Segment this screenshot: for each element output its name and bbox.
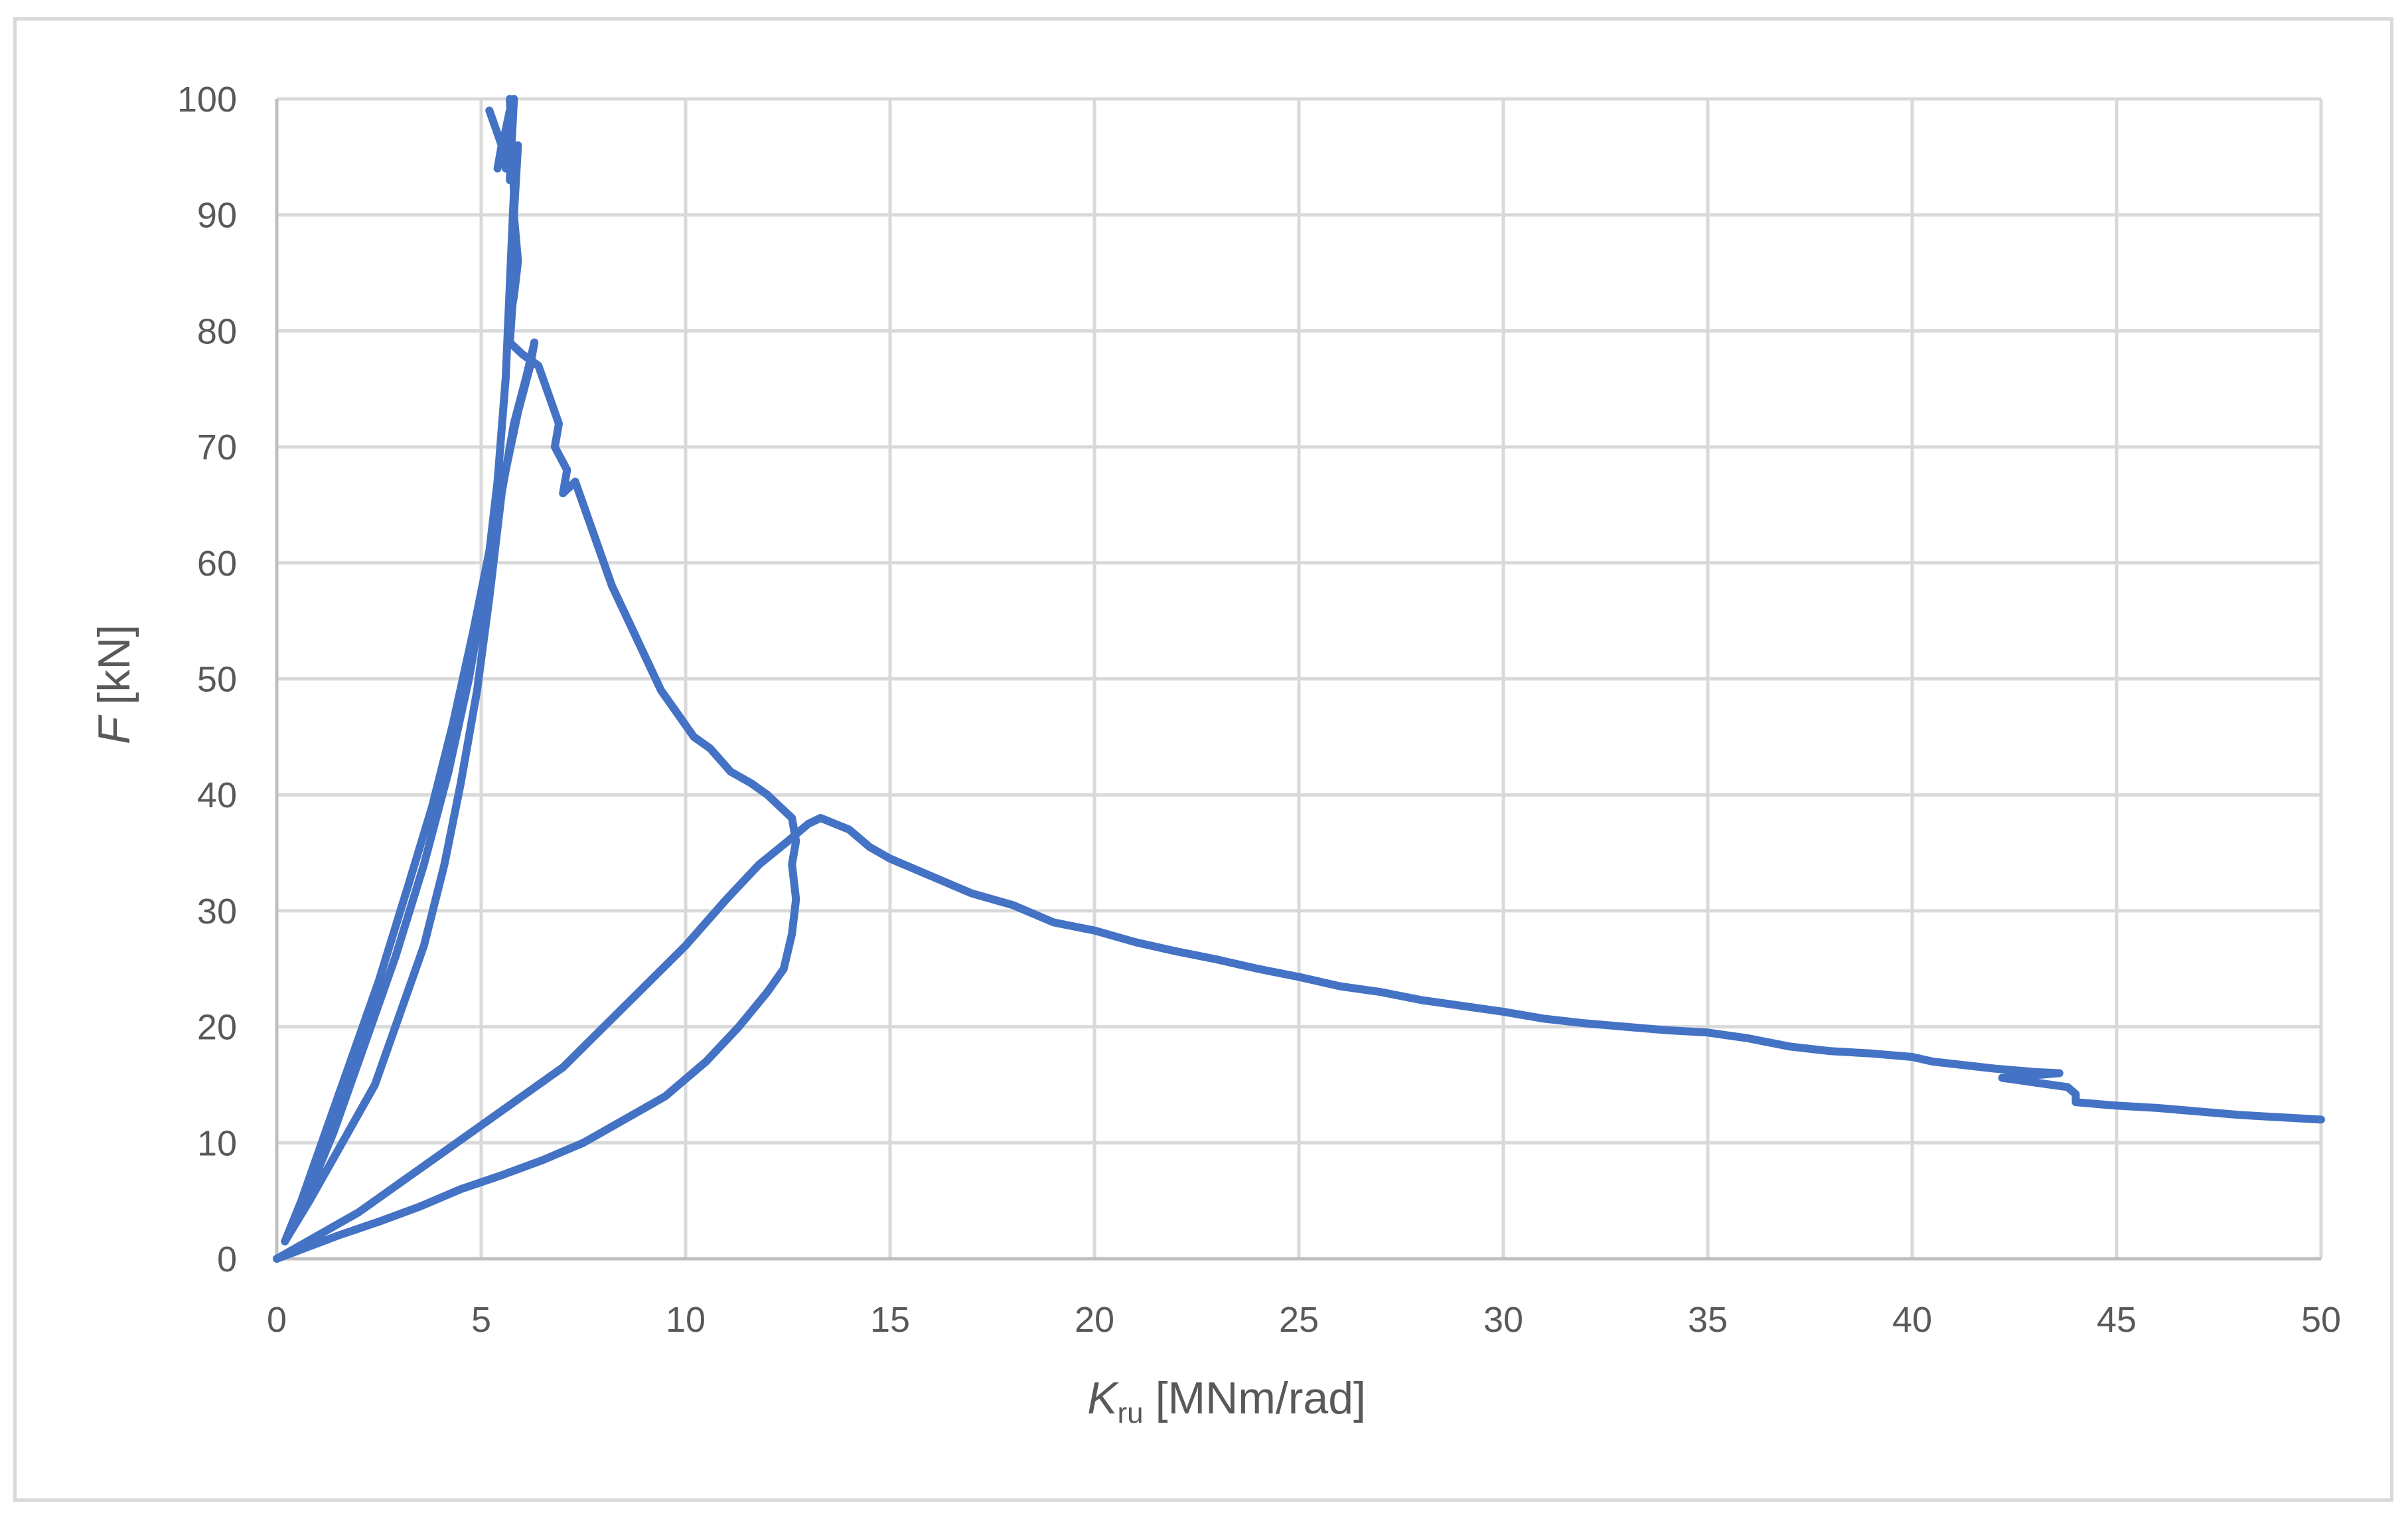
x-tick-label-1: 5 xyxy=(471,1300,491,1340)
y-tick-label-1: 10 xyxy=(197,1123,237,1163)
x-tick-label-2: 10 xyxy=(666,1300,706,1340)
x-tick-label-0: 0 xyxy=(267,1300,287,1340)
x-tick-label-5: 25 xyxy=(1279,1300,1319,1340)
x-axis-unit: [MNm/rad] xyxy=(1156,1373,1366,1423)
x-tick-label-7: 35 xyxy=(1688,1300,1728,1340)
x-tick-label-10: 50 xyxy=(2301,1300,2341,1340)
grid-lines xyxy=(277,97,2323,1259)
y-axis-symbol: F xyxy=(89,714,139,744)
x-tick-labels: 0 5 10 15 20 25 30 35 40 45 50 xyxy=(267,1300,2341,1340)
chart-frame: 0 5 10 15 20 25 30 35 40 45 50 0 10 20 30 40 50 60 70 80 90… xyxy=(13,17,2393,1502)
y-tick-label-10: 100 xyxy=(177,80,237,120)
x-axis-symbol: K xyxy=(1087,1373,1119,1423)
y-tick-label-0: 0 xyxy=(217,1239,237,1279)
x-tick-label-9: 45 xyxy=(2097,1300,2137,1340)
series-line-cycle-3-loading xyxy=(273,814,825,1263)
x-tick-label-8: 40 xyxy=(1892,1300,1932,1340)
y-axis-title: F [kN] xyxy=(89,625,139,744)
series-line-post-peak-softening xyxy=(816,814,2325,1124)
y-tick-label-6: 60 xyxy=(197,544,237,584)
x-tick-label-4: 20 xyxy=(1075,1300,1114,1340)
y-tick-label-9: 90 xyxy=(197,196,237,236)
chart-svg: 0 5 10 15 20 25 30 35 40 45 50 0 10 20 30 40 50 60 70 80 90… xyxy=(89,80,2341,1429)
y-tick-label-2: 20 xyxy=(197,1008,237,1048)
series-line-cycle-2-upper-branch xyxy=(273,95,800,1263)
y-axis-unit: [kN] xyxy=(89,625,139,705)
x-tick-label-6: 30 xyxy=(1483,1300,1523,1340)
y-tick-label-3: 30 xyxy=(197,892,237,931)
x-axis-subscript: ru xyxy=(1117,1397,1143,1429)
axes xyxy=(275,99,2321,1261)
y-tick-label-8: 80 xyxy=(197,311,237,351)
x-axis-title: Kru [MNm/rad] xyxy=(1087,1373,1366,1429)
y-tick-label-5: 50 xyxy=(197,660,237,700)
x-tick-label-3: 15 xyxy=(870,1300,910,1340)
series-line-cycle-1-unloading xyxy=(281,338,539,1245)
y-tick-labels: 0 10 20 30 40 50 60 70 80 90 100 xyxy=(177,80,237,1279)
y-tick-label-4: 40 xyxy=(197,775,237,815)
series-group xyxy=(273,95,2325,1263)
y-tick-label-7: 70 xyxy=(197,428,237,467)
